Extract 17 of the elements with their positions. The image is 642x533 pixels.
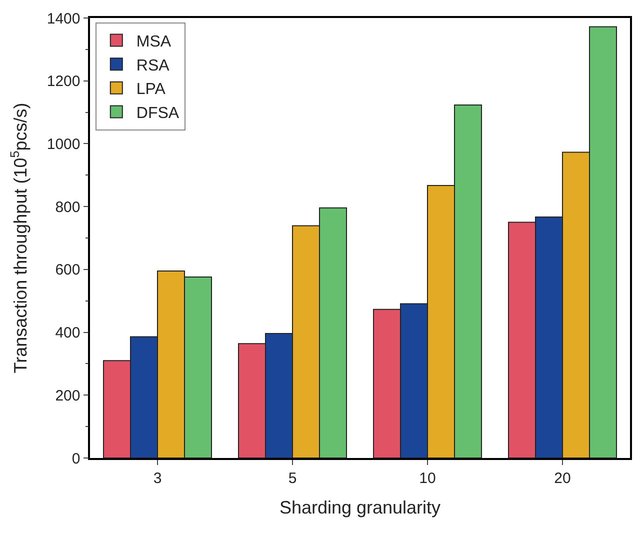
legend-label: MSA [136, 34, 172, 51]
x-axis-title: Sharding granularity [279, 497, 441, 518]
y-tick-label: 1400 [46, 10, 80, 28]
legend-label: RSA [136, 57, 170, 74]
x-tick-label: 3 [153, 470, 162, 487]
x-tick-label: 10 [419, 470, 436, 487]
x-tick-label: 5 [288, 470, 297, 487]
y-tick-label: 1200 [46, 73, 80, 90]
legend-label: DFSA [136, 104, 180, 122]
y-tick-label: 200 [55, 387, 80, 404]
y-tick-label: 800 [55, 198, 80, 216]
legend-label: LPA [136, 81, 166, 98]
x-tick-label: 20 [554, 470, 571, 487]
y-tick-label: 600 [55, 262, 80, 279]
y-tick-label: 0 [72, 450, 80, 468]
y-tick-label: 400 [55, 324, 80, 342]
y-tick-label: 1000 [46, 136, 80, 153]
